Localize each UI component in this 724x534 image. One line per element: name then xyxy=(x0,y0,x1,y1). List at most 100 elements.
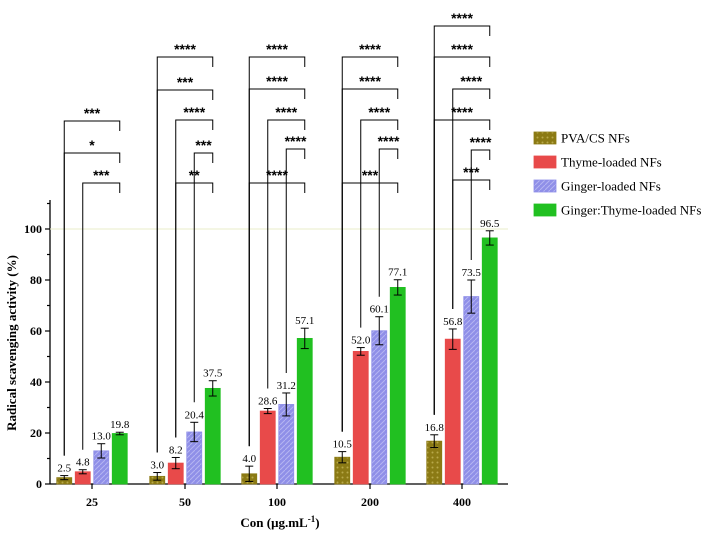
significance-bracket: **** xyxy=(248,41,306,447)
x-tick-label: 200 xyxy=(361,495,379,509)
data-label: 96.5 xyxy=(480,218,500,230)
bar xyxy=(111,433,128,485)
legend: PVA/CS NFs Thyme-loaded NFs Ginger-loaded … xyxy=(533,131,701,218)
bar xyxy=(352,350,369,485)
x-axis-title: Con (μg.mL-1) xyxy=(240,514,319,530)
significance-bracket: **** xyxy=(156,41,214,453)
bar xyxy=(259,410,276,485)
significance-stars: **** xyxy=(470,134,492,150)
y-tick-label: 80 xyxy=(30,273,42,287)
bracket-line xyxy=(360,119,399,328)
significance-bracket: *** xyxy=(63,105,121,456)
bracket-line xyxy=(285,148,306,373)
bracket-line xyxy=(341,56,399,432)
significance-stars: **** xyxy=(378,133,400,149)
legend-item: Ginger:Thyme-loaded NFs xyxy=(533,203,701,218)
data-label: 31.2 xyxy=(277,380,296,392)
significance-stars: **** xyxy=(368,104,390,120)
significance-bracket: **** xyxy=(341,41,399,432)
legend-swatch xyxy=(533,131,557,145)
legend-label: PVA/CS NFs xyxy=(561,131,630,146)
x-tick-label: 400 xyxy=(453,495,471,509)
legend-item: Thyme-loaded NFs xyxy=(533,155,662,170)
bracket-line xyxy=(82,182,121,450)
data-label: 73.5 xyxy=(462,267,482,279)
significance-stars: **** xyxy=(451,104,473,120)
legend-swatch xyxy=(533,155,557,169)
bars-layer: 2.5 3.0 4.0 10.5 16.8 4.8 8.2 28.6 52.0 56.8 13.0 2… xyxy=(56,218,500,485)
significance-bracket: **** xyxy=(470,134,492,260)
x-axis-title-close: ) xyxy=(315,515,319,530)
significance-bracket: **** xyxy=(433,104,491,415)
bracket-line xyxy=(433,25,491,415)
bracket-line xyxy=(156,56,214,453)
data-label: 16.8 xyxy=(425,422,445,434)
legend-item: Ginger-loaded NFs xyxy=(533,179,661,194)
significance-stars: **** xyxy=(266,167,288,183)
significance-stars: **** xyxy=(359,73,381,89)
y-axis-title: Radical scavenging activity (%) xyxy=(4,255,19,431)
bar xyxy=(204,387,221,485)
x-axis-title-main: Con (μg.mL xyxy=(240,515,308,530)
bar xyxy=(481,237,498,485)
significance-stars: *** xyxy=(93,167,110,183)
y-tick-label: 20 xyxy=(30,426,42,440)
data-label: 3.0 xyxy=(150,460,164,472)
bracket-line xyxy=(248,56,306,447)
data-label: 57.1 xyxy=(295,315,314,327)
data-label: 77.1 xyxy=(388,267,407,279)
legend-label: Thyme-loaded NFs xyxy=(561,155,662,170)
data-label: 60.1 xyxy=(370,304,389,316)
significance-bracket: * xyxy=(63,137,121,456)
bar xyxy=(389,286,406,485)
significance-bracket: *** xyxy=(341,167,399,432)
legend-item: PVA/CS NFs xyxy=(533,131,630,146)
significance-bracket: **** xyxy=(175,104,214,438)
significance-stars: **** xyxy=(451,41,473,57)
data-label: 37.5 xyxy=(203,368,223,380)
significance-stars: *** xyxy=(362,167,379,183)
y-tick-label: 60 xyxy=(30,324,42,338)
bracket-line xyxy=(267,119,306,389)
significance-bracket: **** xyxy=(433,10,491,415)
bracket-line xyxy=(193,152,214,403)
bracket-line xyxy=(378,148,399,297)
legend-label: Ginger:Thyme-loaded NFs xyxy=(561,203,701,218)
data-label: 28.6 xyxy=(258,396,278,408)
bracket-line xyxy=(470,149,491,260)
bracket-line xyxy=(63,152,121,456)
significance-stars: **** xyxy=(174,41,196,57)
significance-stars: *** xyxy=(84,105,101,121)
significance-bracket: **** xyxy=(285,133,307,373)
x-tick-label: 25 xyxy=(86,495,98,509)
bar xyxy=(463,296,480,485)
data-label: 2.5 xyxy=(57,463,71,475)
significance-stars: * xyxy=(89,137,95,153)
significance-stars: **** xyxy=(275,104,297,120)
bracket-line xyxy=(63,120,121,456)
legend-label: Ginger-loaded NFs xyxy=(561,179,661,194)
significance-layer: ****************************************… xyxy=(63,10,492,456)
data-label: 52.0 xyxy=(351,335,371,347)
significance-stars: *** xyxy=(177,74,194,90)
significance-bracket: **** xyxy=(341,73,399,432)
significance-bracket: **** xyxy=(452,73,491,309)
bar xyxy=(296,337,313,485)
x-tick-label: 50 xyxy=(179,495,191,509)
data-label: 19.8 xyxy=(110,419,130,431)
significance-bracket: *** xyxy=(82,167,121,450)
data-label: 4.0 xyxy=(242,453,256,465)
data-label: 4.8 xyxy=(76,457,90,469)
significance-stars: **** xyxy=(266,41,288,57)
significance-bracket: **** xyxy=(267,104,306,389)
significance-bracket: *** xyxy=(193,137,214,403)
y-tick-label: 100 xyxy=(24,222,42,236)
significance-stars: **** xyxy=(460,73,482,89)
data-label: 20.4 xyxy=(185,409,205,421)
data-label: 13.0 xyxy=(92,431,112,443)
x-axis-title-superscript: -1 xyxy=(308,514,316,524)
significance-stars: **** xyxy=(359,41,381,57)
bracket-line xyxy=(452,88,491,309)
significance-bracket: *** xyxy=(156,74,214,453)
